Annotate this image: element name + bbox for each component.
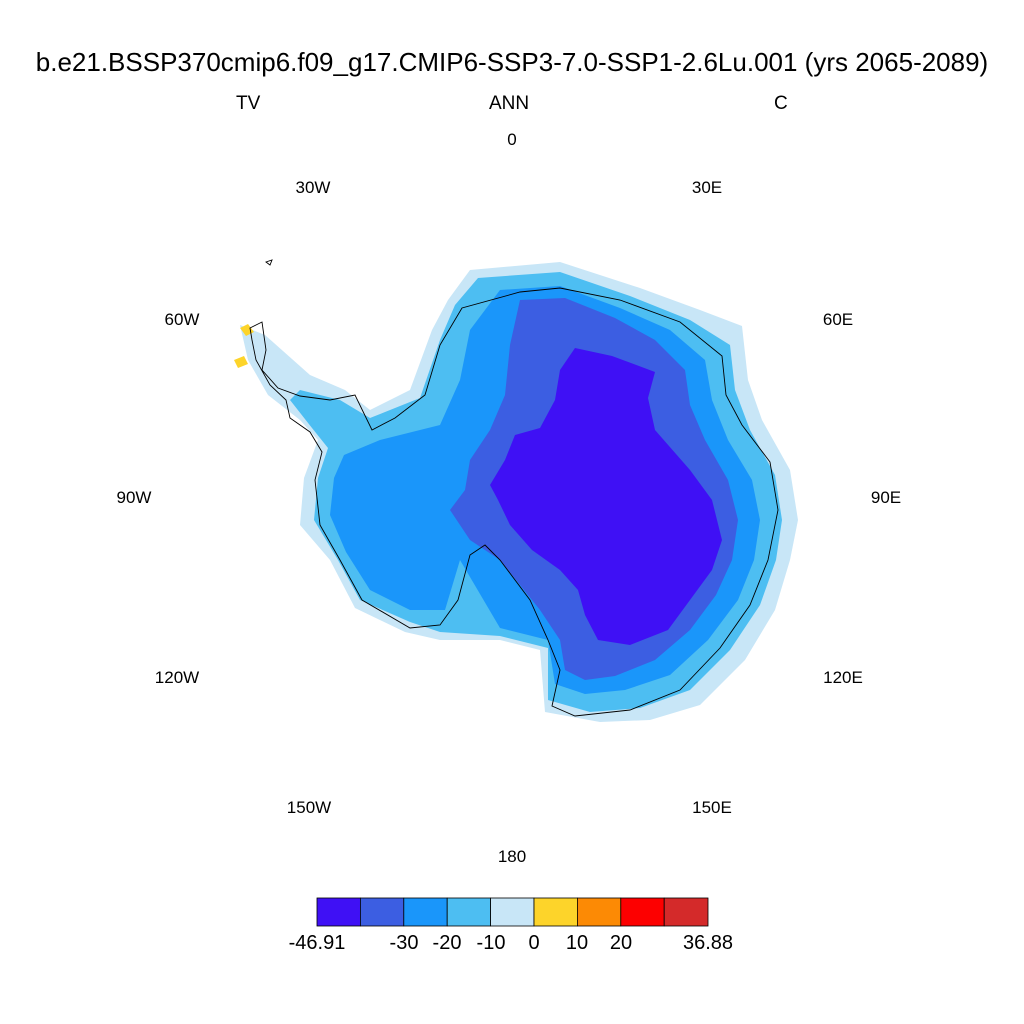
colorbar-swatch-8: [620, 897, 665, 927]
lon-label-0: 0: [507, 130, 517, 149]
lon-label-30w: 30W: [295, 178, 331, 197]
map-warm-patch-2: [234, 356, 248, 368]
lon-label-120e: 120E: [823, 668, 863, 687]
lon-label-150w: 150W: [286, 798, 332, 817]
lon-label-30e: 30E: [691, 178, 723, 197]
colorbar: [316, 897, 709, 927]
season-label: ANN: [489, 93, 530, 114]
map-core: [490, 348, 722, 645]
variable-label: TV: [236, 93, 261, 114]
lon-label-90e: 90E: [870, 488, 902, 507]
lon-label-120w: 120W: [154, 668, 200, 687]
colorbar-label-max: 36.88: [682, 932, 734, 954]
plot-title: b.e21.BSSP370cmip6.f09_g17.CMIP6-SSP3-7.…: [35, 47, 989, 77]
colorbar-swatch-9: [663, 897, 709, 927]
colorbar-label-10: 10: [565, 932, 589, 954]
lon-label-60e: 60E: [822, 310, 854, 329]
colorbar-swatch-2: [359, 897, 405, 927]
colorbar-label-min: -46.91: [288, 932, 346, 954]
colorbar-swatch-7: [577, 897, 622, 927]
colorbar-label-0: 0: [528, 932, 540, 954]
colorbar-swatch-5: [490, 897, 535, 927]
colorbar-label-minus30: -30: [389, 932, 419, 954]
colorbar-swatch-6: [533, 897, 578, 927]
colorbar-swatch-1: [316, 897, 361, 927]
colorbar-swatch-4: [446, 897, 492, 927]
colorbar-label-20: 20: [609, 932, 633, 954]
lon-label-180: 180: [497, 847, 527, 866]
lon-label-150e: 150E: [692, 798, 732, 817]
colorbar-label-minus20: -20: [432, 932, 462, 954]
lon-label-90w: 90W: [116, 488, 152, 507]
coastline: [249, 259, 779, 717]
lon-label-60w: 60W: [164, 310, 200, 329]
units-label: C: [774, 93, 788, 114]
colorbar-swatch-3: [403, 897, 448, 927]
colorbar-label-minus10: -10: [476, 932, 506, 954]
